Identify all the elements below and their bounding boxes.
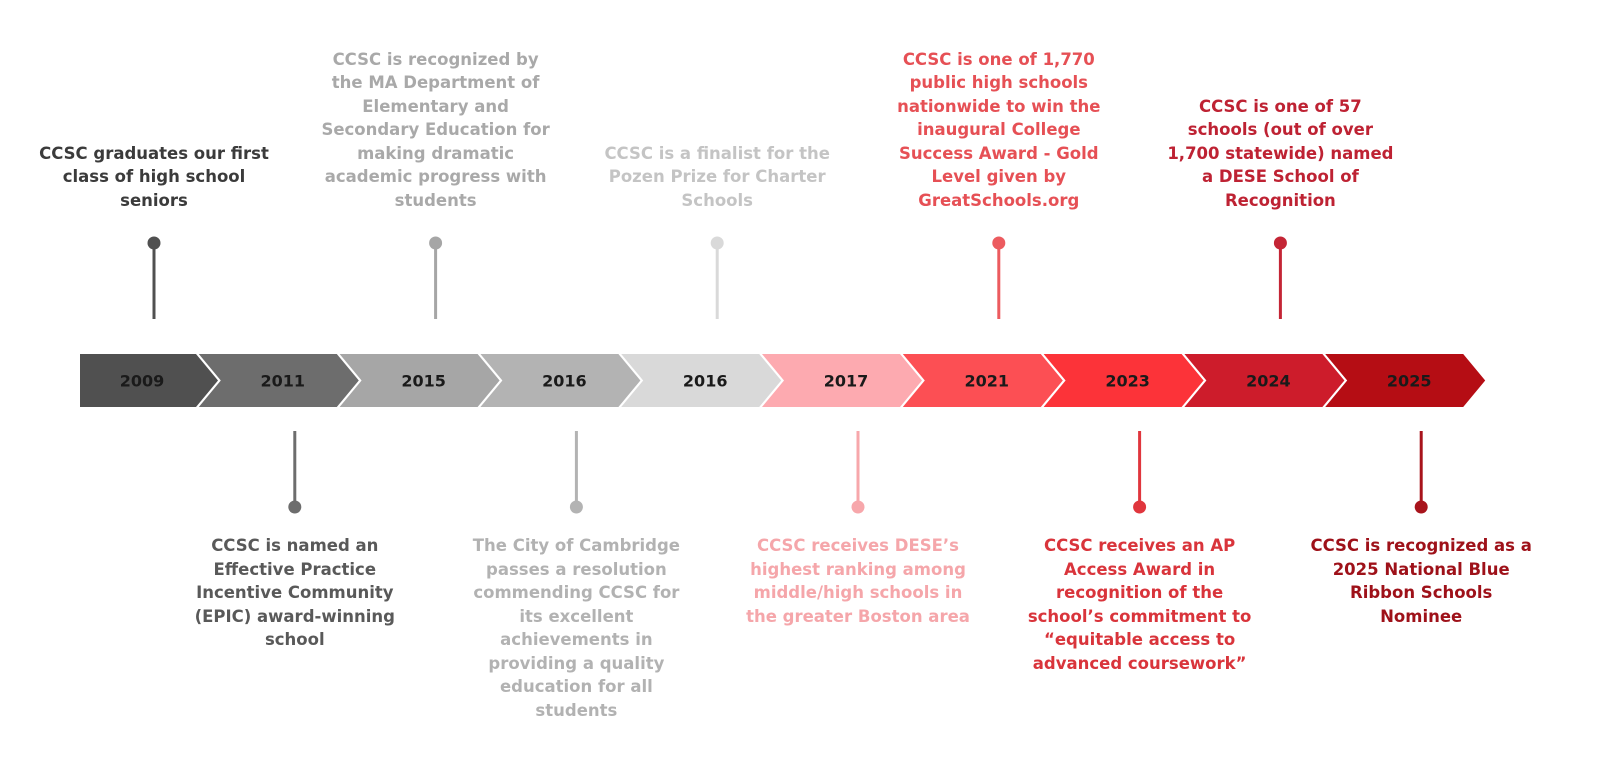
year-label: 2023	[1105, 372, 1150, 391]
year-label: 2024	[1246, 372, 1291, 391]
year-label: 2021	[965, 372, 1010, 391]
timeline-segment-2016	[621, 354, 782, 407]
milestone-text-2016: The City of Cambridge passes a resolutio…	[472, 536, 680, 720]
timeline-segment-2011	[198, 354, 359, 407]
timeline-segment-2023	[1043, 354, 1204, 407]
milestone-dot	[1133, 500, 1147, 514]
milestone-text-2015: CCSC is recognized by the MA Department …	[321, 49, 550, 210]
milestone-dot	[288, 500, 302, 514]
timeline-segment-2025	[1325, 354, 1486, 407]
milestone-connectors	[147, 236, 1428, 514]
timeline-bar: 2009 2011 2015 2016 2016 2017 2021 2023 2024 2025	[80, 354, 1486, 407]
year-label: 2011	[261, 372, 306, 391]
timeline-segment-2009	[80, 354, 218, 407]
year-label: 2009	[120, 372, 165, 391]
milestone-text-2023: CCSC receives an AP Access Award in reco…	[1027, 536, 1252, 673]
timeline-segment-2021	[902, 354, 1063, 407]
milestone-text-2017: CCSC receives DESE’s highest ranking amo…	[746, 536, 970, 626]
milestone-text-2021: CCSC is one of 1,770 public high schools…	[897, 49, 1101, 210]
milestone-text-2011: CCSC is named an Effective Practice Ince…	[194, 536, 395, 649]
milestone-text-2025: CCSC is recognized as a 2025 National Bl…	[1310, 536, 1532, 626]
milestone-text-2009: CCSC graduates our first class of high s…	[39, 143, 269, 210]
timeline-segment-2017	[762, 354, 922, 407]
milestone-dot	[992, 236, 1006, 250]
milestone-dot	[569, 500, 583, 514]
year-label: 2017	[824, 372, 869, 391]
milestone-dot	[1414, 500, 1428, 514]
year-label: 2016	[683, 372, 728, 391]
milestone-dot	[147, 236, 161, 250]
year-label: 2025	[1387, 372, 1432, 391]
milestone-dot	[1273, 236, 1287, 250]
timeline-segment-2024	[1184, 354, 1345, 407]
timeline-segment-2015	[339, 354, 500, 407]
year-label: 2016	[542, 372, 587, 391]
milestone-dot	[851, 500, 865, 514]
milestone-text-2016: CCSC is a finalist for the Pozen Prize f…	[604, 143, 830, 210]
milestone-dot	[429, 236, 443, 250]
milestone-text-2024: CCSC is one of 57 schools (out of over 1…	[1167, 96, 1394, 210]
year-label: 2015	[401, 372, 446, 391]
timeline-segment-2016	[480, 354, 641, 407]
milestone-dot	[710, 236, 724, 250]
